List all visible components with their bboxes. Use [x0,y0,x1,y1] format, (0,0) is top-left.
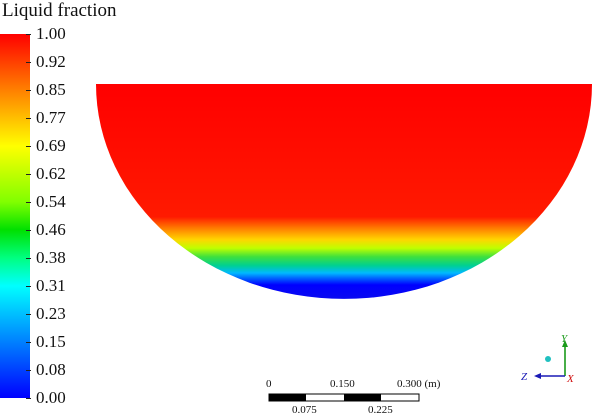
y-axis-label: Y [561,333,569,345]
colorbar-tick-mark [26,62,31,63]
colorbar-tick-mark [26,202,31,203]
colorbar-tick-label: 0.85 [36,80,66,99]
colorbar-tick-label: 0.38 [36,248,66,267]
x-axis-label: X [566,373,575,385]
colorbar-tick-mark [26,230,31,231]
colorbar-tick-mark [26,370,31,371]
colorbar-tick-label: 0.54 [36,192,66,211]
colorbar-tick-mark [26,314,31,315]
scale-label-0: 0 [266,378,272,390]
colorbar-tick-label: 0.77 [36,108,66,127]
colorbar-tick-label: 0.23 [36,304,66,323]
colorbar [0,34,30,398]
z-axis-label: Z [521,371,528,383]
colorbar-tick-mark [26,286,31,287]
axis-triad: Y Z X [521,333,575,385]
colorbar-tick-label: 0.92 [36,52,66,71]
colorbar-tick-label: 0.08 [36,360,66,379]
scale-label-0150: 0.150 [330,378,355,390]
colorbar-tick-mark [26,90,31,91]
colorbar-tick-mark [26,174,31,175]
colorbar-tick-label: 0.31 [36,276,66,295]
scale-label-0075: 0.075 [292,404,317,416]
colorbar-tick-mark [26,146,31,147]
legend-title: Liquid fraction [2,0,117,21]
liquid-fraction-region [96,84,592,299]
colorbar-tick-label: 0.15 [36,332,66,351]
colorbar-tick-label: 0.69 [36,136,66,155]
colorbar-tick-mark [26,34,31,35]
colorbar-tick-label: 0.00 [36,388,66,407]
scale-bar: 0 0.150 0.300 (m) 0.075 0.225 [266,378,441,416]
colorbar-tick-mark [26,118,31,119]
colorbar-tick-label: 1.00 [36,24,66,43]
scale-label-0225: 0.225 [368,404,393,416]
triad-origin-marker [545,356,551,362]
colorbar-tick-mark [26,342,31,343]
colorbar-tick-label: 0.46 [36,220,66,239]
colorbar-tick-mark [26,258,31,259]
colorbar-tick-label: 0.62 [36,164,66,183]
colorbar-tick-mark [26,398,31,399]
scale-label-0300: 0.300 (m) [397,378,441,390]
